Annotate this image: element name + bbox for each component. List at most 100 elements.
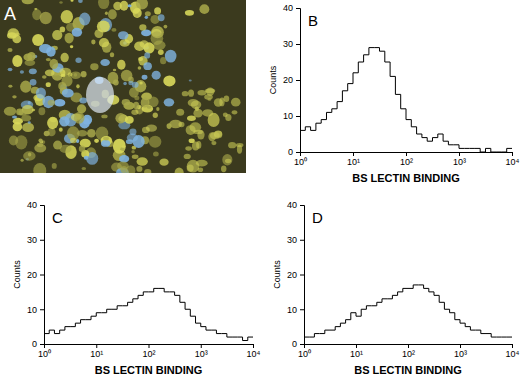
- image-speck: [8, 28, 19, 38]
- histogram-step: [316, 123, 321, 130]
- panel-label: C: [52, 209, 63, 226]
- tick: 30: [283, 39, 300, 49]
- image-speck: [91, 40, 95, 45]
- tick: 0: [288, 147, 300, 157]
- tick-label: 10: [283, 111, 293, 121]
- image-speck: [46, 82, 51, 87]
- image-speck: [133, 102, 139, 109]
- image-speck: [49, 59, 58, 69]
- histogram-step: [361, 309, 366, 316]
- image-speck: [46, 47, 56, 57]
- tick-label: 30: [283, 39, 293, 49]
- tick-label: 10¹: [347, 157, 360, 167]
- histogram-step: [403, 288, 408, 291]
- histogram-step: [101, 312, 106, 313]
- image-speck: [28, 101, 31, 104]
- histogram-step: [454, 144, 459, 145]
- image-speck: [23, 151, 35, 160]
- image-speck: [82, 167, 87, 170]
- image-speck: [8, 68, 13, 72]
- image-speck: [163, 75, 175, 86]
- image-speck: [129, 87, 139, 97]
- image-speck: [188, 89, 194, 96]
- image-speck: [179, 122, 185, 127]
- tick: 10: [287, 305, 304, 315]
- histogram-step: [44, 333, 49, 334]
- histogram-step: [91, 316, 96, 319]
- tick: 10³: [195, 344, 208, 359]
- image-speck: [142, 75, 148, 80]
- tick-mark: [353, 152, 354, 156]
- image-speck: [141, 29, 151, 36]
- tick: 10³: [453, 152, 466, 167]
- histogram-step: [358, 62, 363, 73]
- histogram-step: [206, 327, 211, 330]
- image-speck: [21, 115, 31, 121]
- x-axis: 10⁰10¹10²10³10⁴: [38, 344, 261, 359]
- tick-mark: [460, 344, 461, 348]
- tick: 10⁰: [294, 152, 307, 167]
- image-speck: [185, 146, 192, 150]
- histogram-step: [432, 138, 437, 142]
- histogram-step: [348, 84, 353, 91]
- image-speck: [129, 128, 136, 135]
- image-speck: [145, 11, 151, 16]
- figure: A10⁰10¹10²10³10⁴010203040BS LECTIN BINDI…: [0, 0, 520, 375]
- histogram-step: [248, 337, 253, 340]
- histogram-step: [398, 292, 403, 295]
- image-speck: [48, 100, 55, 106]
- image-speck: [103, 137, 109, 141]
- histogram-step: [374, 47, 379, 48]
- tick: 0: [32, 339, 44, 349]
- image-speck: [79, 146, 85, 153]
- tick: 20: [287, 270, 304, 280]
- image-speck: [52, 163, 57, 169]
- image-speck: [72, 28, 82, 37]
- image-speck: [122, 99, 130, 106]
- tick-label: 30: [27, 235, 37, 245]
- histogram-step: [485, 148, 490, 152]
- histogram-step: [143, 292, 148, 295]
- image-speck: [138, 57, 143, 61]
- axis-line: [301, 153, 513, 157]
- image-speck: [46, 58, 51, 61]
- histogram-step: [138, 295, 143, 298]
- histogram-step: [455, 313, 460, 320]
- histogram-step: [222, 333, 227, 334]
- image-speck: [75, 58, 81, 64]
- image-speck: [113, 69, 116, 71]
- image-speck: [9, 135, 18, 145]
- tick-label: 10: [27, 305, 37, 315]
- image-speck: [192, 142, 199, 151]
- histogram-step: [346, 320, 351, 323]
- y-axis-title: Counts: [268, 65, 278, 94]
- image-speck: [8, 85, 12, 88]
- histogram-step: [502, 337, 507, 338]
- image-speck: [184, 154, 191, 159]
- tick: 20: [27, 270, 44, 280]
- image-speck: [13, 122, 23, 131]
- image-speck: [61, 10, 73, 24]
- image-speck: [199, 4, 209, 14]
- tick: 10⁰: [38, 344, 51, 359]
- image-speck: [123, 82, 127, 86]
- image-speck: [165, 50, 177, 63]
- histogram-step: [149, 291, 154, 292]
- histogram-step: [180, 295, 185, 302]
- histogram-step: [448, 141, 453, 145]
- axis-line: [296, 9, 301, 153]
- image-speck: [143, 62, 152, 70]
- image-speck: [90, 63, 98, 70]
- histogram-step: [411, 120, 416, 127]
- image-speck: [27, 52, 35, 61]
- axis-line: [305, 345, 513, 349]
- tick: 10⁴: [247, 344, 261, 359]
- tick: 20: [283, 75, 300, 85]
- tick-label: 0: [292, 339, 297, 349]
- histogram-step: [364, 55, 369, 62]
- histogram-step: [196, 316, 201, 323]
- image-speck: [38, 107, 45, 115]
- tick: 40: [283, 3, 300, 13]
- image-speck: [117, 60, 125, 70]
- image-speck: [164, 98, 175, 106]
